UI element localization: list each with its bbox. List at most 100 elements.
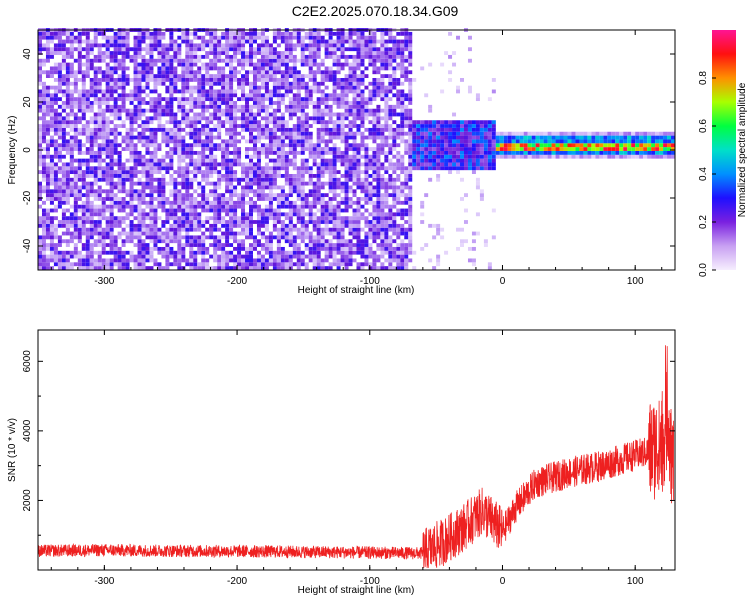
- spectrogram-cell: [463, 208, 468, 213]
- spectrogram-cell: [61, 66, 66, 71]
- spectrogram-cell: [249, 170, 253, 174]
- spectrogram-cell: [221, 85, 226, 90]
- spectrogram-cell: [304, 31, 309, 36]
- spectrogram-cell: [101, 150, 106, 155]
- spectrogram-cell: [408, 101, 413, 105]
- spectrogram-cell: [420, 66, 425, 71]
- spectrogram-cell: [49, 254, 54, 259]
- spectrogram-cell: [41, 220, 46, 224]
- spectrogram-cell: [416, 143, 421, 148]
- spectrogram-cell: [121, 262, 126, 267]
- spectrogram-cell: [45, 104, 50, 109]
- spectrogram-cell: [69, 120, 74, 125]
- spectrogram-cell: [344, 254, 349, 259]
- spectrogram-cell: [209, 78, 214, 82]
- spectrogram-cell: [296, 170, 301, 174]
- spectrogram-cell: [133, 78, 138, 82]
- spectrogram-cell: [404, 193, 409, 198]
- spectrogram-cell: [280, 200, 285, 205]
- spectrogram-cell: [233, 58, 238, 63]
- spectrogram-cell: [304, 220, 309, 224]
- spectrogram-cell: [252, 154, 257, 159]
- spectrogram-cell: [428, 223, 433, 228]
- spectrogram-cell: [101, 97, 106, 102]
- spectrogram-cell: [217, 181, 222, 186]
- spectrogram-cell: [205, 81, 210, 86]
- spectrogram-cell: [392, 39, 397, 44]
- spectrogram-cell: [145, 81, 150, 86]
- spectrogram-cell: [65, 78, 70, 82]
- spectrogram-cell: [157, 158, 162, 163]
- spectrogram-cell: [85, 39, 90, 44]
- spectrogram-cell: [364, 262, 369, 267]
- spectrogram-cell: [93, 101, 98, 105]
- spectrogram-cell: [69, 35, 74, 40]
- spectrogram-cell: [444, 143, 449, 148]
- spectrogram-cell: [396, 54, 401, 59]
- spectrogram-cell: [388, 258, 393, 263]
- spectrogram-cell: [268, 193, 273, 198]
- spectrogram-cell: [173, 39, 178, 44]
- spectrogram-cell: [300, 124, 305, 128]
- spectrogram-cell: [85, 162, 90, 167]
- spectrogram-cell: [284, 254, 289, 259]
- spectrogram-cell: [348, 162, 353, 167]
- spectrogram-cell: [169, 189, 174, 194]
- spectrogram-cell: [256, 43, 261, 48]
- spectrogram-cell: [89, 250, 94, 255]
- spectrogram-cell: [149, 197, 154, 201]
- spectrogram-cell: [364, 189, 369, 194]
- spectrogram-cell: [117, 43, 122, 48]
- spectrogram-cell: [101, 177, 106, 182]
- spectrogram-cell: [101, 250, 106, 255]
- spectrogram-cell: [121, 239, 126, 244]
- spectrogram-cell: [81, 104, 86, 109]
- spectrogram-cell: [125, 47, 130, 52]
- spectrogram-cell: [209, 135, 214, 140]
- spectrogram-cell: [372, 212, 377, 217]
- spectrogram-cell: [380, 177, 385, 182]
- spectrogram-cell: [113, 131, 118, 136]
- spectrogram-cell: [436, 262, 441, 267]
- spectrogram-cell: [57, 258, 62, 263]
- spectrogram-cell: [77, 216, 82, 221]
- spectrogram-cell: [121, 54, 126, 59]
- spectrogram-cell: [217, 47, 222, 52]
- spectrogram-cell: [260, 262, 265, 267]
- spectrogram-cell: [300, 74, 305, 78]
- spectrogram-cell: [101, 197, 106, 201]
- spectrogram-cell: [245, 62, 250, 67]
- spectrogram-cell: [300, 39, 305, 44]
- spectrogram-cell: [368, 131, 373, 136]
- spectrogram-cell: [53, 147, 58, 151]
- spectrogram-cell: [229, 197, 234, 201]
- spectrogram-cell: [428, 139, 433, 144]
- spectrogram-cell: [380, 208, 385, 213]
- spectrogram-cell: [272, 31, 277, 36]
- spectrogram-cell: [105, 189, 110, 194]
- spectrogram-cell: [193, 235, 198, 240]
- spectrogram-cell: [137, 62, 142, 67]
- spectrogram-cell: [77, 158, 82, 163]
- spectrogram-cell: [388, 51, 393, 55]
- spectrogram-cell: [185, 147, 190, 151]
- spectrogram-cell: [376, 185, 381, 190]
- spectrogram-cell: [105, 174, 110, 178]
- spectrogram-cell: [328, 170, 333, 174]
- spectrogram-cell: [308, 47, 313, 52]
- spectrogram-cell: [93, 43, 98, 48]
- spectrogram-cell: [404, 208, 409, 213]
- spectrogram-cell: [229, 85, 234, 90]
- spectrogram-cell: [320, 101, 325, 105]
- spectrogram-cell: [292, 208, 297, 213]
- spectrogram-cell: [225, 139, 230, 144]
- spectrogram-cell: [412, 147, 417, 151]
- spectrogram-cell: [225, 227, 230, 232]
- spectrogram-cell: [141, 239, 146, 244]
- spectrogram-cell: [260, 166, 265, 171]
- spectrogram-cell: [49, 127, 54, 132]
- spectrogram-cell: [125, 250, 130, 255]
- spectrogram-cell: [264, 124, 269, 128]
- spectrogram-cell: [209, 254, 214, 259]
- spectrogram-cell: [288, 97, 293, 102]
